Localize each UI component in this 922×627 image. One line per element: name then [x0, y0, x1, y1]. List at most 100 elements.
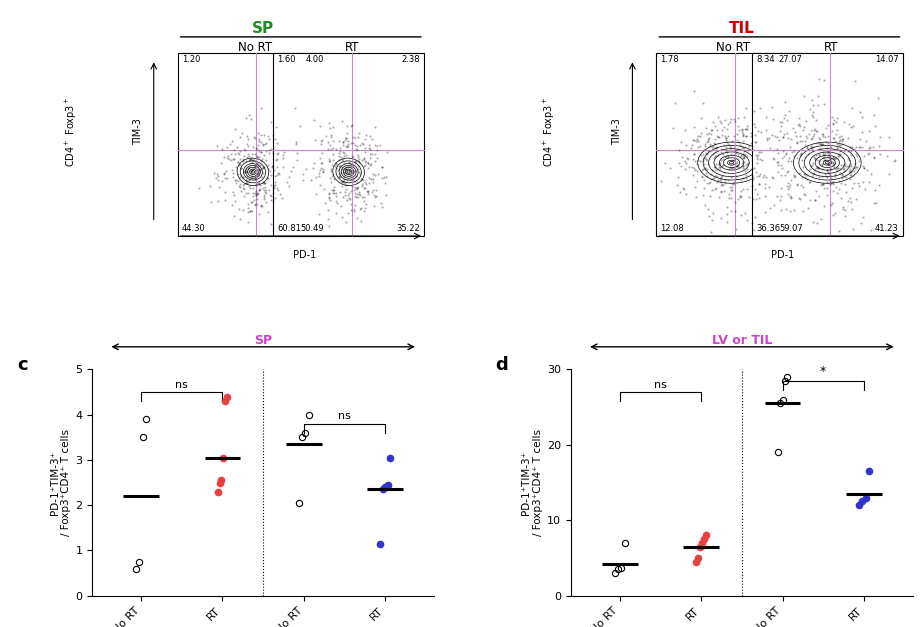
Point — [290, 148, 305, 158]
Point — [215, 144, 230, 154]
Point — [324, 166, 338, 176]
Point — [696, 145, 711, 155]
Point — [799, 174, 814, 184]
Point — [374, 201, 389, 211]
Point — [250, 194, 265, 204]
Point — [863, 142, 878, 152]
Point — [687, 122, 702, 132]
Point — [730, 161, 745, 171]
Point — [254, 200, 268, 210]
Point — [842, 155, 857, 165]
Point — [827, 136, 842, 146]
FancyBboxPatch shape — [752, 53, 903, 236]
Point — [342, 157, 357, 167]
FancyBboxPatch shape — [274, 53, 424, 236]
Point — [842, 192, 857, 203]
Point — [716, 122, 731, 132]
Point — [256, 150, 271, 160]
Point — [792, 136, 807, 146]
Point — [842, 161, 857, 171]
Point — [721, 152, 736, 162]
Point — [267, 193, 282, 203]
Point — [248, 171, 263, 181]
Point — [846, 166, 861, 176]
Point — [362, 131, 377, 141]
Point — [720, 209, 735, 219]
Point — [209, 173, 224, 183]
Point — [873, 149, 888, 159]
Point — [322, 155, 337, 166]
Point — [354, 216, 369, 226]
Point — [663, 163, 678, 173]
Point — [210, 171, 225, 181]
Point — [717, 152, 732, 162]
Point — [739, 121, 754, 131]
Point — [727, 177, 741, 187]
Point — [739, 172, 753, 182]
Point — [654, 176, 668, 186]
Point — [263, 166, 278, 176]
Point — [729, 129, 744, 139]
Point — [729, 157, 744, 167]
Point — [739, 159, 753, 169]
Point — [822, 176, 837, 186]
Point — [349, 183, 364, 193]
Point — [333, 169, 348, 179]
Text: RT: RT — [823, 41, 838, 55]
Text: d: d — [496, 356, 508, 374]
Point — [348, 140, 362, 150]
Point — [332, 136, 347, 146]
Point — [750, 158, 764, 168]
Point — [826, 161, 841, 171]
Point — [808, 153, 822, 163]
Point — [210, 175, 225, 185]
Point — [690, 159, 704, 169]
Point — [243, 154, 258, 164]
Point — [237, 184, 252, 194]
Point — [844, 197, 858, 207]
Point — [693, 150, 708, 160]
Point — [379, 190, 394, 200]
Point — [268, 122, 283, 132]
Point — [751, 171, 766, 181]
Text: LV or TIL: LV or TIL — [712, 334, 772, 347]
Point — [803, 142, 818, 152]
Point — [720, 203, 735, 213]
Point — [774, 161, 789, 171]
Point — [366, 186, 381, 196]
Point — [733, 151, 748, 161]
Point — [868, 185, 882, 195]
Point — [239, 152, 254, 162]
Point — [712, 192, 727, 203]
Point — [798, 172, 812, 182]
Text: ns: ns — [338, 411, 351, 421]
Point — [853, 218, 868, 228]
Point — [232, 160, 247, 170]
Point — [236, 180, 251, 190]
Point — [795, 172, 810, 182]
Point — [373, 198, 388, 208]
Point — [781, 182, 796, 192]
Point — [798, 152, 813, 162]
Point — [771, 148, 786, 158]
Point — [360, 186, 374, 196]
Point — [254, 164, 269, 174]
Point — [362, 144, 377, 154]
Point — [380, 147, 395, 157]
Point — [745, 172, 760, 182]
Point — [807, 125, 822, 135]
Point — [837, 205, 852, 215]
Point — [214, 158, 229, 168]
Point — [707, 162, 722, 172]
Point — [844, 159, 858, 169]
Point — [248, 199, 263, 209]
Point — [251, 161, 266, 171]
Point — [241, 149, 255, 159]
Text: CD4$^+$ Foxp3$^+$: CD4$^+$ Foxp3$^+$ — [64, 97, 78, 167]
Point — [710, 177, 725, 187]
Point — [760, 133, 774, 143]
Point — [738, 208, 752, 218]
Point — [784, 193, 798, 203]
Point — [253, 184, 267, 194]
Point — [335, 137, 349, 147]
